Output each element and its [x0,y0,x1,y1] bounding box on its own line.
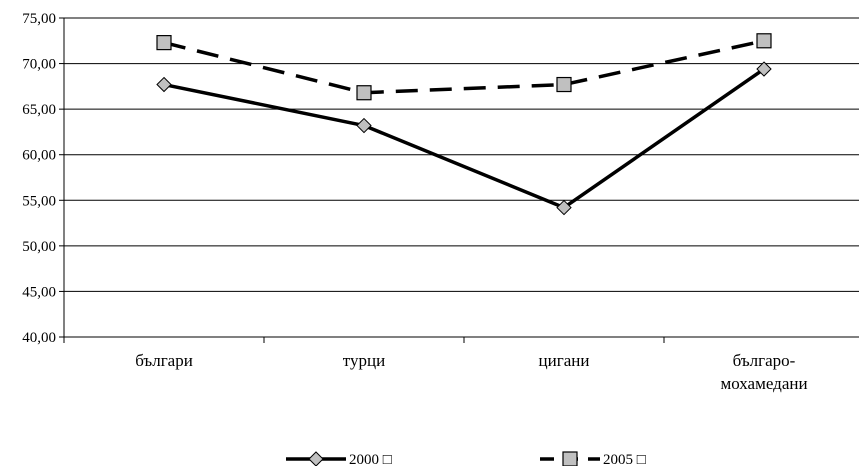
data-point-2005 [356,85,372,101]
legend-marker-2000 [308,451,324,466]
legend-label-2005: 2005 □ [603,452,646,466]
grid-lines [64,17,859,292]
x-category-label: българи [135,351,193,370]
y-tick-label: 65,00 [22,102,56,118]
y-tick-label: 40,00 [22,330,56,346]
x-axis-category-labels: българи турци цигани българо-мохамедани [135,351,807,393]
x-category-label: българо- [733,351,796,370]
series-line-2005 [163,39,765,95]
series-group [156,33,772,216]
y-tick-label: 50,00 [22,239,56,255]
legend-label-2000: 2000 □ [349,452,392,466]
series-2005 [156,33,772,101]
x-category-label: турци [343,351,385,370]
legend-marker-2005 [562,451,578,466]
x-category-label: мохамедани [720,374,807,393]
data-point-2000 [756,61,772,77]
data-point-2000 [356,117,372,134]
y-tick-label: 70,00 [22,57,56,73]
data-point-2005 [156,35,172,51]
y-tick-label: 60,00 [22,148,56,164]
axes [59,17,859,343]
data-point-2000 [556,199,572,216]
series-line-2000 [163,67,765,210]
y-tick-label: 75,00 [22,11,56,27]
data-point-2005 [556,76,572,93]
y-tick-label: 45,00 [22,284,56,300]
y-tick-label: 55,00 [22,193,56,209]
legend-item-2000: 2000 □ [286,451,392,466]
y-axis-tick-labels: 40,00 45,00 50,00 55,00 60,00 65,00 70,00 75,00 [22,11,56,346]
data-point-2000 [156,76,172,93]
series-2000 [156,61,772,216]
x-category-label: цигани [539,351,590,370]
legend-item-2005: 2005 □ [540,451,646,466]
data-point-2005 [756,33,772,49]
legend: 2000 □ 2005 □ [286,451,646,466]
